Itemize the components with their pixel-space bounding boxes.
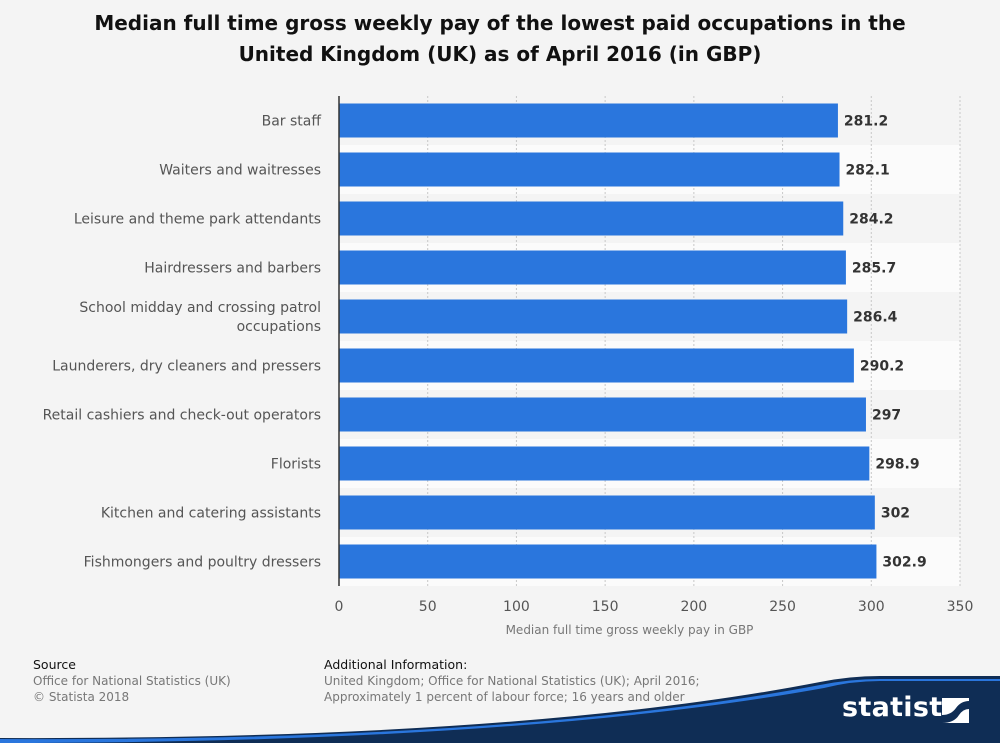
category-label: Florists <box>271 457 321 473</box>
data-label: 297 <box>872 408 901 424</box>
statista-flag-icon <box>942 698 969 723</box>
x-tick-label: 250 <box>769 599 796 615</box>
category-label: Waiters and waitresses <box>159 163 321 179</box>
category-label: School midday and crossing patrol <box>79 300 321 316</box>
category-label: Leisure and theme park attendants <box>74 212 321 228</box>
x-tick-label: 150 <box>592 599 619 615</box>
bar <box>339 250 846 285</box>
bar <box>339 348 854 383</box>
bar-chart: 281.2 Bar staff 282.1 Waiters and waitresse… <box>43 96 974 637</box>
data-label: 302.9 <box>882 555 926 571</box>
additional-info-heading: Additional Information: <box>324 657 468 672</box>
bar <box>339 103 838 138</box>
bar <box>339 152 840 187</box>
bar <box>339 544 877 579</box>
category-label: Bar staff <box>262 114 322 130</box>
x-tick-label: 50 <box>419 599 437 615</box>
bar <box>339 446 870 481</box>
bar <box>339 299 848 334</box>
data-label: 286.4 <box>853 310 898 326</box>
category-label: Kitchen and catering assistants <box>101 506 321 522</box>
source-text: Office for National Statistics (UK) <box>33 674 231 688</box>
x-tick-label: 300 <box>858 599 885 615</box>
data-label: 302 <box>881 506 910 522</box>
x-axis-title: Median full time gross weekly pay in GBP <box>506 623 754 637</box>
chart-title-line-1: Median full time gross weekly pay of the… <box>94 11 906 35</box>
source-heading: Source <box>33 657 76 672</box>
bar <box>339 397 866 432</box>
data-label: 298.9 <box>875 457 919 473</box>
bar <box>339 495 875 530</box>
bar <box>339 201 844 236</box>
additional-info-line-2: Approximately 1 percent of labour force;… <box>324 690 685 704</box>
statista-brand-banner <box>0 676 1000 743</box>
data-label: 281.2 <box>844 114 888 130</box>
category-label: occupations <box>237 319 321 335</box>
x-tick-label: 200 <box>680 599 707 615</box>
brand-banner-shape <box>0 676 1000 743</box>
category-label: Retail cashiers and check-out operators <box>43 408 321 424</box>
chart-title: Median full time gross weekly pay of the… <box>0 8 1000 70</box>
chart-title-line-2: United Kingdom (UK) as of April 2016 (in… <box>238 42 762 66</box>
data-label: 285.7 <box>852 261 896 277</box>
x-tick-label: 350 <box>947 599 974 615</box>
category-label: Hairdressers and barbers <box>144 261 321 277</box>
x-tick-label: 0 <box>335 599 344 615</box>
statista-logo-text[interactable]: statista <box>842 692 961 723</box>
data-label: 282.1 <box>846 163 890 179</box>
data-label: 284.2 <box>849 212 893 228</box>
category-label: Fishmongers and poultry dressers <box>84 555 321 571</box>
data-label: 290.2 <box>860 359 904 375</box>
source-block: Source Office for National Statistics (U… <box>33 657 231 705</box>
additional-info-line-1: United Kingdom; Office for National Stat… <box>324 674 700 688</box>
copyright-text: © Statista 2018 <box>33 690 130 704</box>
category-label: Launderers, dry cleaners and pressers <box>52 359 321 375</box>
additional-info-block: Additional Information: United Kingdom; … <box>324 657 700 705</box>
x-tick-label: 100 <box>503 599 530 615</box>
